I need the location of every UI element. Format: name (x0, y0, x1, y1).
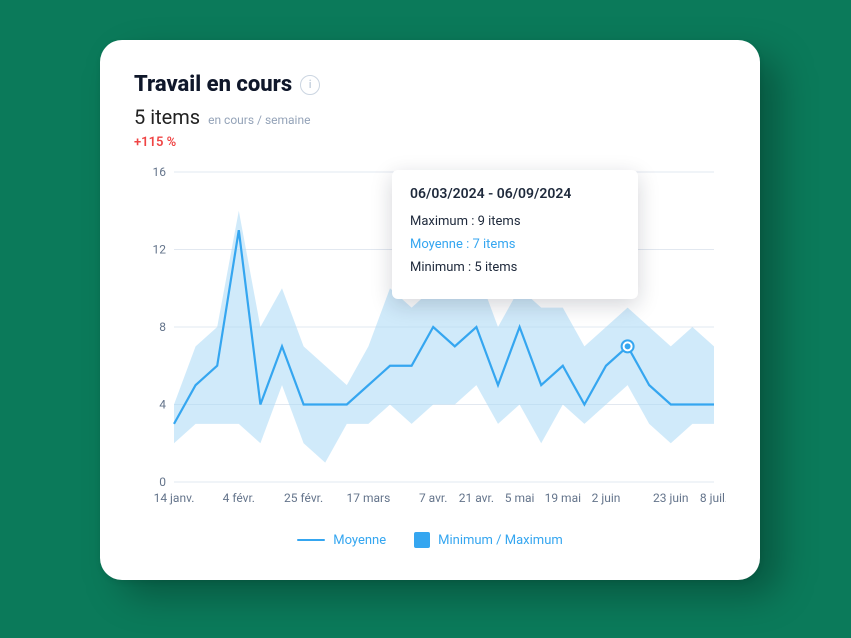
svg-text:21 avr.: 21 avr. (459, 491, 494, 505)
svg-text:8: 8 (159, 320, 166, 334)
svg-text:4 févr.: 4 févr. (223, 491, 255, 505)
legend-item-avg: Moyenne (297, 533, 386, 548)
chart-legend: Moyenne Minimum / Maximum (134, 532, 726, 548)
legend-avg-label: Moyenne (333, 533, 386, 548)
tooltip-date-range: 06/03/2024 - 06/09/2024 (410, 186, 620, 202)
svg-text:8 juil.: 8 juil. (700, 491, 726, 505)
tooltip-min: Minimum : 5 items (410, 260, 620, 275)
info-icon[interactable]: i (300, 75, 320, 95)
svg-text:0: 0 (159, 475, 166, 489)
svg-text:7 avr.: 7 avr. (419, 491, 447, 505)
svg-text:16: 16 (153, 165, 167, 179)
svg-text:4: 4 (159, 398, 166, 412)
chart-title: Travail en cours (134, 72, 292, 97)
tooltip-avg: Moyenne : 7 items (410, 237, 620, 252)
legend-line-swatch (297, 539, 325, 542)
tooltip-max: Maximum : 9 items (410, 214, 620, 229)
chart-area[interactable]: 0 4 8 12 16 14 janv. 4 févr. 25 févr. 17 mars 7 a… (134, 162, 726, 522)
metric-value: 5 items (134, 105, 200, 129)
svg-text:25 févr.: 25 févr. (284, 491, 323, 505)
legend-range-label: Minimum / Maximum (438, 533, 563, 548)
svg-text:19 mai: 19 mai (545, 491, 582, 505)
svg-text:14 janv.: 14 janv. (154, 491, 195, 505)
chart-tooltip: 06/03/2024 - 06/09/2024 Maximum : 9 item… (392, 170, 638, 299)
legend-item-range: Minimum / Maximum (414, 532, 563, 548)
svg-text:2 juin: 2 juin (592, 491, 621, 505)
metric-delta: +115 % (134, 135, 726, 150)
svg-text:5 mai: 5 mai (505, 491, 535, 505)
metric-subtext: en cours / semaine (208, 113, 310, 127)
svg-text:23 juin: 23 juin (653, 491, 689, 505)
legend-block-swatch (414, 532, 430, 548)
svg-text:17 mars: 17 mars (347, 491, 391, 505)
svg-text:12: 12 (153, 243, 167, 257)
chart-card: Travail en cours i 5 items en cours / se… (100, 40, 760, 580)
